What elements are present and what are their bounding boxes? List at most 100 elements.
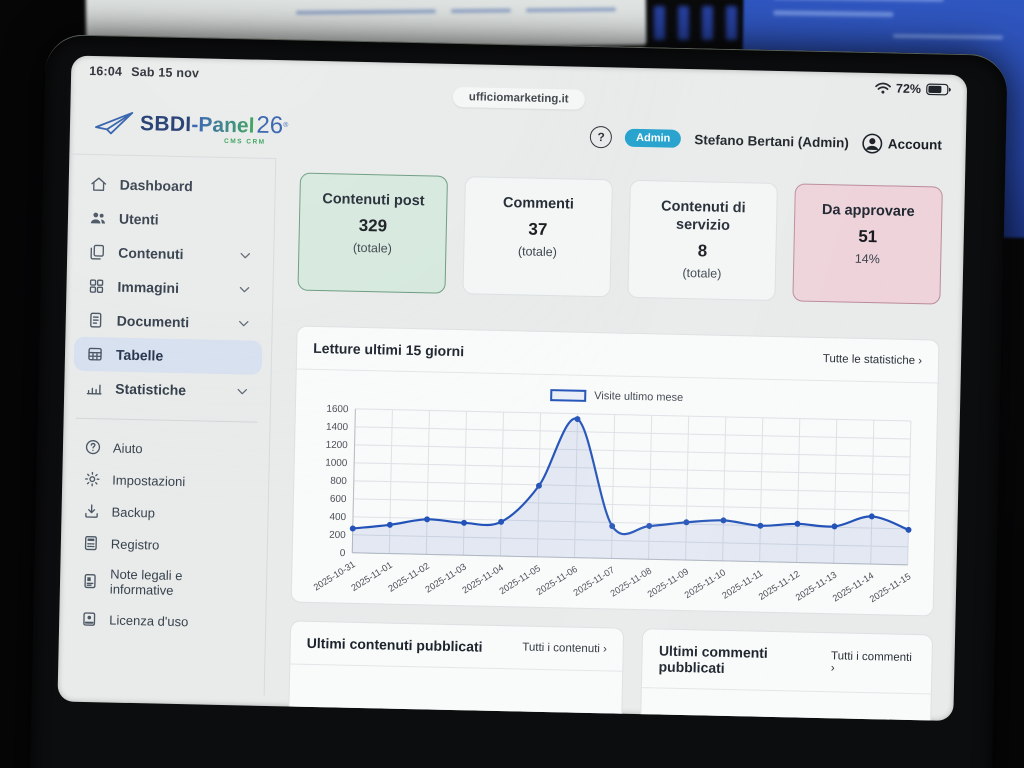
- paper-plane-icon: [95, 112, 134, 135]
- chevron-down-icon[interactable]: [238, 248, 252, 262]
- sidebar-item-label: Tabelle: [115, 346, 164, 364]
- chevron-down-icon[interactable]: [237, 282, 251, 296]
- sidebar-item-label: Dashboard: [119, 176, 194, 195]
- account-button[interactable]: Account: [862, 132, 942, 155]
- svg-text:400: 400: [329, 512, 346, 523]
- users-icon: [89, 209, 107, 227]
- app-logo: SBDI-Panel26® CMS CRM: [92, 110, 289, 146]
- sidebar-item-aiuto[interactable]: Aiuto: [72, 431, 261, 467]
- help-icon: [84, 438, 102, 456]
- stat-card-subtext: (totale): [517, 244, 557, 260]
- chart-panel: Letture ultimi 15 giorni Tutte le statis…: [290, 325, 940, 617]
- sidebar-item-label: Aiuto: [112, 440, 143, 456]
- gear-icon: [83, 470, 101, 488]
- blurred-text-line: [773, 10, 894, 18]
- stat-card-subtext: 14%: [854, 251, 880, 267]
- svg-text:600: 600: [330, 494, 347, 505]
- panel-header: Ultimi commenti pubblicati Tutti i comme…: [642, 629, 933, 695]
- logo-year: 26: [256, 111, 284, 140]
- tablet-screen: 16:04 Sab 15 nov ufficiomarketing.it 72%: [57, 55, 968, 721]
- svg-text:1400: 1400: [326, 422, 349, 434]
- chevron-down-icon[interactable]: [237, 316, 251, 330]
- svg-text:800: 800: [330, 476, 347, 487]
- sidebar-item-documenti[interactable]: Documenti: [74, 303, 263, 341]
- sidebar-item-impostazioni[interactable]: Impostazioni: [71, 463, 260, 499]
- bottom-panels-row: Ultimi contenuti pubblicati Tutti i cont…: [287, 620, 934, 721]
- logo-product: Panel: [198, 113, 255, 138]
- panel-ultimi-contenuti-pubblicati: Ultimi contenuti pubblicati Tutti i cont…: [287, 620, 625, 721]
- sidebar-item-registro[interactable]: Registro: [70, 527, 259, 563]
- sidebar-secondary-nav: Aiuto Impostazioni Backup Registro Note lega…: [68, 431, 260, 639]
- sidebar-item-tabelle[interactable]: Tabelle: [73, 336, 263, 375]
- svg-text:2025-11-15: 2025-11-15: [868, 571, 913, 604]
- status-bar: 16:04 Sab 15 nov ufficiomarketing.it 72%: [70, 56, 967, 124]
- clock: 16:04 Sab 15 nov: [89, 64, 199, 80]
- chart-body: Visite ultimo mese 0 200 400 600 800 1000 1200…: [292, 370, 938, 616]
- battery-icon: [926, 83, 951, 96]
- panel-title: Ultimi contenuti pubblicati: [306, 634, 483, 655]
- sidebar-item-immagini[interactable]: Immagini: [75, 269, 264, 307]
- stat-card-title: Contenuti post: [322, 191, 425, 210]
- logo-brand: SBDI: [139, 112, 192, 137]
- sidebar-item-contenuti[interactable]: Contenuti: [76, 235, 265, 273]
- pages-icon: [88, 243, 106, 261]
- content-area: Dashboard Utenti Contenuti Immagini Document…: [57, 153, 966, 721]
- svg-text:200: 200: [329, 530, 346, 541]
- chevron-down-icon[interactable]: [235, 384, 249, 398]
- status-date: Sab 15 nov: [131, 64, 200, 81]
- sidebar-item-label: Backup: [111, 504, 156, 520]
- battery-percent: 72%: [895, 81, 922, 97]
- register-icon: [82, 534, 100, 552]
- sidebar-item-label: Statistiche: [115, 380, 187, 399]
- sidebar-item-label: Impostazioni: [112, 472, 186, 489]
- blurred-text-line: [773, 0, 944, 2]
- role-badge: Admin: [624, 128, 682, 148]
- sidebar-item-licenza-d-uso[interactable]: Licenza d'uso: [68, 603, 257, 639]
- sidebar: Dashboard Utenti Contenuti Immagini Document…: [57, 153, 277, 696]
- status-time: 16:04: [89, 63, 123, 79]
- home-icon: [90, 175, 108, 193]
- sidebar-item-label: Note legali e informative: [109, 566, 183, 598]
- grid-icon: [87, 277, 105, 295]
- help-icon[interactable]: ?: [589, 125, 613, 149]
- blurred-text-line: [525, 7, 616, 13]
- license-icon: [80, 610, 98, 628]
- panel-link[interactable]: Tutti i commenti ›: [830, 650, 912, 675]
- blurred-text-line: [450, 8, 511, 14]
- legend-swatch: [550, 389, 587, 402]
- chart-panel-title: Letture ultimi 15 giorni: [313, 339, 465, 360]
- account-icon: [862, 133, 883, 154]
- document-icon: [87, 311, 105, 329]
- stat-card-contenuti-post: Contenuti post 329 (totale): [297, 172, 449, 294]
- panel-ultimi-commenti-pubblicati: Ultimi commenti pubblicati Tutti i comme…: [639, 628, 934, 721]
- user-name: Stefano Bertani (Admin): [694, 131, 849, 151]
- tablet-device: 16:04 Sab 15 nov ufficiomarketing.it 72%: [28, 34, 1008, 768]
- panel-header: Ultimi contenuti pubblicati Tutti i cont…: [290, 621, 624, 672]
- logo-registered-mark: ®: [283, 121, 289, 129]
- stat-card-commenti: Commenti 37 (totale): [462, 176, 613, 298]
- main-panel: Contenuti post 329 (totale) Commenti 37 (…: [265, 158, 966, 721]
- visits-chart: 020040060080010001200140016002025-10-312…: [312, 404, 913, 605]
- background-keyboard-keys: [650, 2, 750, 50]
- all-statistics-link[interactable]: Tutte le statistiche ›: [822, 353, 923, 368]
- svg-text:0: 0: [340, 548, 346, 559]
- wifi-icon: [875, 82, 891, 94]
- stat-card-value: 8: [697, 241, 708, 261]
- stat-card-subtext: (totale): [352, 240, 393, 256]
- panel-link[interactable]: Tutti i contenuti ›: [522, 641, 608, 656]
- browser-url-pill[interactable]: ufficiomarketing.it: [452, 86, 585, 110]
- stat-cards-row: Contenuti post 329 (totale) Commenti 37 (…: [297, 172, 943, 305]
- stat-card-value: 51: [858, 226, 878, 247]
- sidebar-item-dashboard[interactable]: Dashboard: [77, 167, 266, 205]
- sidebar-item-statistiche[interactable]: Statistiche: [73, 371, 262, 409]
- sidebar-item-label: Contenuti: [118, 244, 184, 263]
- sidebar-divider: [75, 417, 258, 423]
- sidebar-item-utenti[interactable]: Utenti: [77, 201, 266, 239]
- sidebar-item-backup[interactable]: Backup: [70, 495, 259, 531]
- status-indicators: 72%: [875, 81, 951, 97]
- app-header: SBDI-Panel26® CMS CRM ? Admin Stefano Be…: [69, 104, 966, 174]
- sidebar-item-note-legali-e-informative[interactable]: Note legali e informative: [69, 559, 258, 607]
- table-icon: [86, 345, 104, 363]
- sidebar-item-label: Documenti: [116, 312, 190, 331]
- svg-text:1600: 1600: [326, 404, 349, 416]
